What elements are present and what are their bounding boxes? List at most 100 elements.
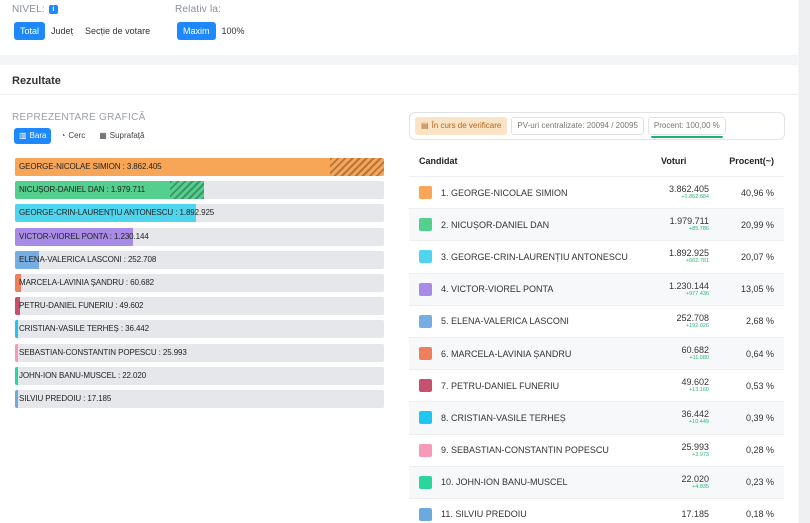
candidate-name: 8. CRISTIAN-VASILE TERHEȘ [441,412,566,423]
table-row[interactable]: 4. VICTOR-VIOREL PONTA 1.230.144 +977.436 1… [409,273,784,306]
bar-label: SEBASTIAN-CONSTANTIN POPESCU : 25.993 [19,347,187,357]
document-icon: ▤ [421,121,429,130]
info-icon[interactable]: i [48,4,58,14]
table-row[interactable]: 3. GEORGE-CRIN-LAURENȚIU ANTONESCU 1.892.… [409,241,784,274]
candidate-name: 9. SEBASTIAN-CONSTANTIN POPESCU [441,445,609,456]
bar-label: GEORGE-NICOLAE SIMION : 3.862.405 [19,162,162,171]
bar-hatch [170,181,204,200]
relativ-option-maxim[interactable]: Maxim [177,22,216,40]
bar-fill [15,250,39,269]
header-candidate[interactable]: Candidat [419,156,458,166]
candidate-color-swatch [419,411,432,425]
relativ-label: Relativ la: [175,3,222,15]
candidate-color-swatch [419,218,432,232]
bar-row[interactable]: JOHN-ION BANU-MUSCEL : 22.020 [15,366,384,385]
table-row[interactable]: 6. MARCELA-LAVINIA ȘANDRU 60.682 +11.080 0,… [409,337,784,371]
candidate-color-swatch [419,186,432,200]
bar-row[interactable]: CRISTIAN-VASILE TERHEȘ : 36.442 [15,320,384,339]
nivel-option-judet[interactable]: Județ [51,26,74,36]
bar-fill [15,273,21,292]
results-title: Rezultate [12,75,61,87]
candidate-votes: 3.862.405 [668,184,709,195]
percent-progress-underline [650,136,723,138]
bar-fill [15,204,196,223]
bar-label: GEORGE-CRIN-LAURENȚIU ANTONESCU : 1.892.… [19,208,215,218]
candidate-color-swatch [419,507,432,521]
candidate-name: 5. ELENA-VALERICA LASCONI [441,316,569,327]
bar-row[interactable]: GEORGE-CRIN-LAURENȚIU ANTONESCU : 1.892.… [15,204,384,223]
nivel-option-total[interactable]: Total [14,22,46,40]
bar-fill [15,366,18,385]
candidate-votes-delta: +662.781 [685,258,709,265]
bar-label: MARCELA-LAVINIA ȘANDRU : 60.682 [19,277,155,287]
bar-row[interactable]: MARCELA-LAVINIA ȘANDRU : 60.682 [15,273,384,292]
candidate-percent: 2,68 % [745,316,774,327]
candidate-name: 11. SILVIU PREDOIU [441,509,527,520]
status-row: ▤ În curs de verificare PV-uri centraliz… [409,112,785,140]
candidate-votes: 17.185 [681,509,709,520]
filter-bar: NIVEL: i Total Județ Secție de votare Re… [0,0,798,55]
table-row[interactable]: 7. PETRU-DANIEL FUNERIU 49.602 +13.160 0,53… [409,370,784,403]
candidate-votes: 1.892.925 [668,248,709,259]
bar-row[interactable]: GEORGE-NICOLAE SIMION : 3.862.405 [15,158,384,176]
candidate-color-swatch [419,314,432,328]
candidate-percent: 0,39 % [745,412,774,423]
candidate-name: 10. JOHN-ION BANU-MUSCEL [441,477,568,488]
tab-suprafata[interactable]: ▦ Suprafață [94,128,149,144]
candidate-votes-delta: +10.449 [688,419,709,426]
candidate-votes-delta: +977.436 [685,290,709,297]
table-row[interactable]: 5. ELENA-VALERICA LASCONI 252.708 +192.026… [409,306,784,338]
table-row[interactable]: 2. NICUȘOR-DANIEL DAN 1.979.711 +85.786 20,… [409,209,784,242]
table-row[interactable]: 8. CRISTIAN-VASILE TERHEȘ 36.442 +10.449 0,… [409,402,784,435]
candidate-votes-delta: +11.080 [689,355,709,362]
bar-row[interactable]: NICUȘOR-DANIEL DAN : 1.979.711 [15,181,384,200]
candidate-votes-delta: +85.786 [688,226,709,233]
table-row[interactable]: 10. JOHN-ION BANU-MUSCEL 22.020 +4.835 0,23… [409,466,784,499]
tab-bara[interactable]: ▥ Bara [14,128,52,144]
nivel-label: NIVEL: [12,3,45,15]
page-scrollbar[interactable] [799,0,810,523]
table-body: 1. GEORGE-NICOLAE SIMION 3.862.405 +1.862.… [409,177,784,523]
candidate-percent: 0,53 % [745,380,774,391]
candidate-name: 7. PETRU-DANIEL FUNERIU [441,380,560,391]
candidate-votes: 36.442 [681,409,709,420]
candidate-color-swatch [419,250,432,264]
candidate-votes: 1.979.711 [669,216,709,227]
candidate-color-swatch [419,347,432,361]
chart-type-tabs: ▥ Bara ◔ Cerc ▦ Suprafață [14,128,149,144]
divider [0,94,798,95]
bar-fill [15,320,18,339]
relativ-option-100[interactable]: 100% [221,26,245,36]
grid-icon: ▦ [99,131,107,140]
representation-label: REPREZENTARE GRAFICĂ [12,112,146,123]
candidate-votes: 22.020 [681,473,709,484]
nivel-filter: NIVEL: i Total Județ Secție de votare [12,2,156,42]
candidate-votes: 252.708 [676,312,709,323]
header-votes[interactable]: Voturi [661,156,687,166]
percent-pill: Procent: 100,00 % [647,117,726,138]
candidate-percent: 40,96 % [740,187,774,198]
results-table: Candidat Voturi Procent(~) 1. GEORGE-NIC… [409,146,784,523]
bar-row[interactable]: SEBASTIAN-CONSTANTIN POPESCU : 25.993 [15,343,384,362]
bar-row[interactable]: SILVIU PREDOIU : 17.185 [15,389,384,408]
bar-row[interactable]: PETRU-DANIEL FUNERIU : 49.602 [15,297,384,316]
bar-fill [15,227,133,246]
tab-cerc[interactable]: ◔ Cerc [55,128,90,144]
bar-label: CRISTIAN-VASILE TERHEȘ : 36.442 [19,324,149,334]
bar-row[interactable]: VICTOR-VIOREL PONTA : 1.230.144 [15,227,384,246]
bar-chart-icon: ▥ [19,131,27,140]
nivel-option-sectie[interactable]: Secție de votare [85,26,151,36]
table-row[interactable]: 1. GEORGE-NICOLAE SIMION 3.862.405 +1.862.… [409,177,784,210]
bar-label: ELENA-VALERICA LASCONI : 252.708 [19,254,157,264]
bar-row[interactable]: ELENA-VALERICA LASCONI : 252.708 [15,250,384,269]
bar-label: JOHN-ION BANU-MUSCEL : 22.020 [19,370,147,380]
table-row[interactable]: 9. SEBASTIAN-CONSTANTIN POPESCU 25.993 +3.… [409,435,784,467]
table-row[interactable]: 11. SILVIU PREDOIU 17.185 0,18 % [409,499,784,523]
candidate-votes-delta: +1.862.684 [681,194,709,201]
pie-chart-icon: ◔ [60,131,66,140]
header-percent[interactable]: Procent(~) [729,156,774,166]
bar-fill [15,343,18,362]
candidate-name: 2. NICUȘOR-DANIEL DAN [441,219,550,230]
bar-hatch [330,158,384,176]
